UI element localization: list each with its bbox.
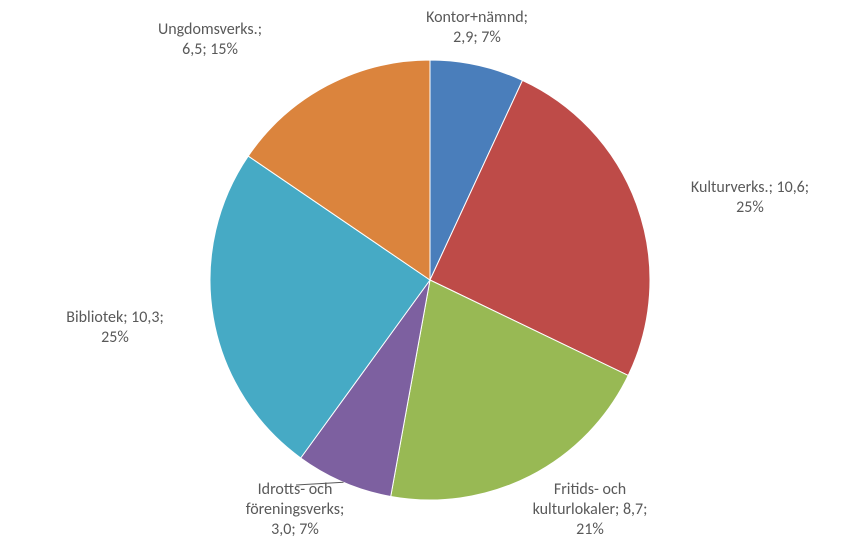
label-fritids: Fritids- och kulturlokaler; 8,7; 21% <box>490 480 690 540</box>
pie-chart-container: Kontor+nämnd; 2,9; 7% Kulturverks.; 10,6… <box>0 0 857 559</box>
label-kontor: Kontor+nämnd; 2,9; 7% <box>382 8 572 48</box>
label-bibliotek: Bibliotek; 10,3; 25% <box>40 308 190 348</box>
label-ungdoms: Ungdomsverks.; 6,5; 15% <box>115 20 305 60</box>
label-kultur: Kulturverks.; 10,6; 25% <box>660 178 840 218</box>
label-idrotts: Idrotts- och föreningsverks; 3,0; 7% <box>210 480 380 540</box>
pie-chart <box>0 0 857 559</box>
